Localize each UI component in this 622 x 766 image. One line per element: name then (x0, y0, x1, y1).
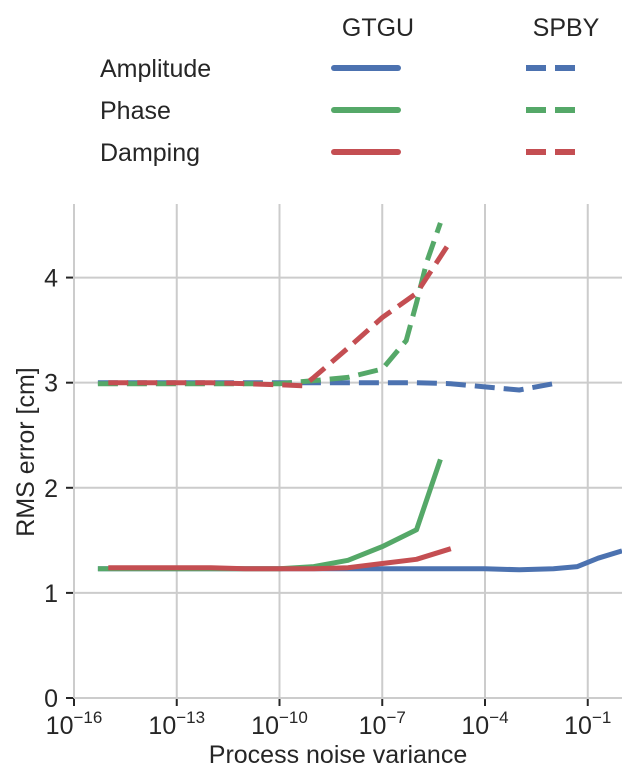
grid (73, 204, 622, 699)
legend-row-label: Damping (100, 139, 200, 167)
x-tick-label-base: 10 (461, 712, 489, 740)
series-line-damping-spby (108, 239, 453, 389)
x-tick-label-base: 10 (359, 712, 387, 740)
x-tick-label-exponent: −16 (73, 708, 102, 727)
x-tick-label: 10−1 (564, 708, 611, 740)
x-tick-label-exponent: −4 (489, 708, 508, 727)
x-tick-label-exponent: −1 (592, 708, 611, 727)
legend: GTGU SPBY Amplitude Phase Damping (100, 14, 600, 167)
y-tick-label: 4 (44, 265, 58, 293)
x-tick-label-base: 10 (148, 712, 176, 740)
series-lines (97, 222, 622, 573)
axis-labels: Process noise variance RMS error [cm] (12, 367, 467, 766)
x-tick-label-exponent: −10 (279, 708, 308, 727)
x-tick-label: 10−10 (251, 708, 308, 740)
legend-row-label: Phase (100, 97, 171, 125)
legend-row-label: Amplitude (100, 55, 211, 83)
x-tick-label: 10−16 (46, 708, 103, 740)
y-tick-label: 3 (44, 370, 58, 398)
legend-column-header: GTGU (342, 14, 414, 42)
y-tick-label: 0 (44, 685, 58, 713)
x-tick-label-base: 10 (46, 712, 74, 740)
series-line-phase-gtgu (97, 458, 443, 572)
legend-column-header: SPBY (533, 14, 600, 42)
x-tick-label: 10−7 (359, 708, 406, 740)
x-tick-label-base: 10 (251, 712, 279, 740)
x-tick-label: 10−13 (148, 708, 205, 740)
x-tick-label: 10−4 (461, 708, 508, 740)
series-line-phase-spby (97, 222, 443, 387)
series-line-damping-gtgu (108, 546, 452, 572)
y-tick-label: 1 (44, 580, 58, 608)
x-tick-label-exponent: −7 (386, 708, 405, 727)
x-tick-label-exponent: −13 (176, 708, 205, 727)
y-axis-label: RMS error [cm] (12, 367, 40, 536)
y-tick-label: 2 (44, 475, 58, 503)
x-axis-label: Process noise variance (209, 741, 467, 766)
x-tick-label-base: 10 (564, 712, 592, 740)
